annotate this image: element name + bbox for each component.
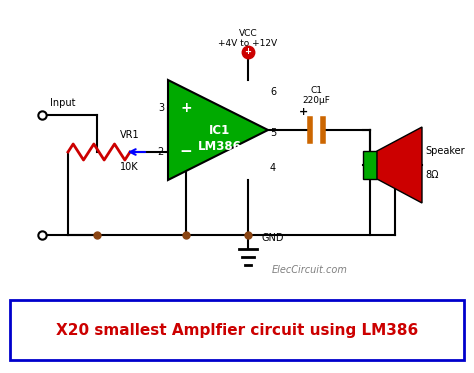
Text: −: − <box>180 144 192 160</box>
Text: 4: 4 <box>270 163 276 173</box>
Text: +: + <box>245 47 252 56</box>
Text: 8Ω: 8Ω <box>425 170 438 180</box>
Text: +: + <box>300 107 309 117</box>
Text: +: + <box>180 101 192 115</box>
Polygon shape <box>168 80 268 180</box>
Text: IC1
LM386: IC1 LM386 <box>198 123 242 153</box>
FancyBboxPatch shape <box>10 300 464 360</box>
Text: 3: 3 <box>158 103 164 113</box>
Bar <box>363 151 377 179</box>
Text: VR1: VR1 <box>120 130 140 140</box>
Text: C1
220μF: C1 220μF <box>302 85 330 105</box>
Text: Speaker: Speaker <box>425 146 465 156</box>
Text: X20 smallest Amplfier circuit using LM386: X20 smallest Amplfier circuit using LM38… <box>56 323 418 338</box>
Text: VCC
+4V to +12V: VCC +4V to +12V <box>219 29 278 48</box>
Text: 5: 5 <box>270 128 276 138</box>
Text: 2: 2 <box>158 147 164 157</box>
Text: 6: 6 <box>270 87 276 97</box>
Text: GND: GND <box>262 233 284 243</box>
Text: ElecCircuit.com: ElecCircuit.com <box>272 265 348 275</box>
Polygon shape <box>377 127 422 203</box>
Text: 10K: 10K <box>120 162 138 172</box>
Text: Input: Input <box>50 98 75 108</box>
